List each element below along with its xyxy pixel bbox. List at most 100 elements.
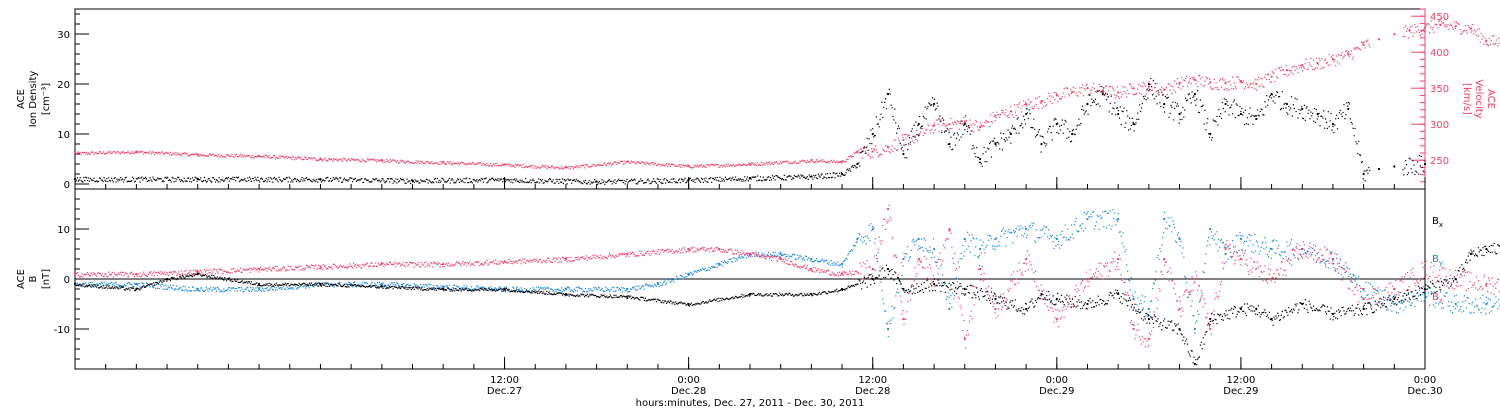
- data-sample: [212, 288, 214, 291]
- data-sample: [1240, 235, 1242, 237]
- data-sample: [848, 156, 850, 158]
- data-sample: [91, 281, 93, 283]
- data-sample: [588, 180, 590, 182]
- data-sample: [478, 179, 480, 182]
- data-sample: [210, 286, 212, 288]
- data-sample: [731, 165, 733, 167]
- data-sample: [308, 157, 310, 159]
- data-sample: [514, 178, 516, 180]
- data-sample: [249, 287, 252, 289]
- data-point: [979, 247, 982, 251]
- data-sample: [468, 288, 471, 290]
- data-sample: [514, 180, 517, 182]
- data-sample: [161, 272, 163, 274]
- data-sample: [1386, 307, 1388, 309]
- data-sample: [160, 286, 162, 288]
- data-sample: [1018, 103, 1020, 105]
- data-sample: [224, 270, 226, 272]
- data-point: [871, 227, 874, 231]
- data-sample: [131, 284, 133, 286]
- data-sample: [200, 269, 202, 271]
- data-sample: [1085, 213, 1087, 216]
- data-sample: [552, 290, 554, 292]
- data-sample: [748, 162, 750, 164]
- data-sample: [167, 274, 170, 277]
- data-sample: [1359, 154, 1361, 156]
- data-sample: [1364, 296, 1366, 299]
- data-sample: [810, 176, 812, 178]
- data-sample: [177, 152, 179, 154]
- data-sample: [532, 178, 534, 180]
- data-sample: [398, 284, 400, 286]
- data-sample: [1460, 306, 1462, 308]
- data-sample: [640, 178, 642, 180]
- data-sample: [473, 163, 475, 165]
- data-sample: [667, 181, 669, 183]
- data-sample: [290, 287, 292, 289]
- data-sample: [1137, 297, 1139, 299]
- data-sample: [355, 159, 357, 161]
- data-sample: [545, 287, 547, 290]
- data-sample: [369, 286, 371, 288]
- data-sample: [807, 178, 809, 181]
- data-sample: [1245, 240, 1248, 243]
- data-sample: [238, 270, 241, 272]
- data-sample: [321, 180, 323, 182]
- data-sample: [682, 164, 684, 166]
- data-sample: [1192, 78, 1194, 80]
- data-sample: [134, 180, 137, 182]
- data-sample: [205, 181, 207, 183]
- data-sample: [318, 178, 320, 180]
- data-sample: [771, 254, 773, 256]
- data-sample: [1168, 224, 1170, 227]
- data-sample: [86, 153, 89, 155]
- data-sample: [750, 178, 752, 180]
- data-sample: [533, 164, 535, 166]
- data-sample: [1013, 104, 1016, 106]
- data-sample: [433, 287, 436, 289]
- data-sample: [107, 152, 109, 154]
- data-sample: [919, 247, 922, 249]
- data-sample: [811, 176, 813, 178]
- data-sample: [238, 180, 241, 183]
- data-sample: [1276, 76, 1278, 78]
- data-sample: [1421, 294, 1423, 296]
- data-sample: [389, 178, 391, 180]
- data-sample: [380, 158, 382, 161]
- data-sample: [250, 290, 253, 292]
- data-sample: [392, 159, 394, 161]
- data-sample: [1291, 115, 1294, 117]
- data-sample: [354, 177, 357, 179]
- data-sample: [563, 178, 565, 181]
- data-sample: [796, 254, 798, 257]
- data-point: [1301, 107, 1304, 111]
- data-sample: [1230, 106, 1232, 108]
- data-sample: [1367, 39, 1369, 41]
- data-sample: [1405, 160, 1407, 162]
- data-sample: [987, 121, 989, 123]
- data-sample: [1070, 141, 1072, 143]
- data-sample: [213, 155, 216, 157]
- data-sample: [607, 162, 609, 165]
- data-point: [871, 150, 874, 153]
- data-sample: [705, 166, 707, 169]
- data-sample: [1100, 91, 1102, 93]
- data-sample: [1017, 106, 1019, 108]
- data-point: [1347, 53, 1350, 56]
- data-sample: [916, 130, 918, 132]
- data-sample: [827, 161, 830, 163]
- data-sample: [932, 132, 935, 134]
- data-sample: [426, 160, 428, 162]
- data-sample: [589, 183, 591, 185]
- data-sample: [684, 177, 686, 179]
- data-sample: [1206, 78, 1208, 80]
- data-sample: [1115, 114, 1117, 116]
- data-sample: [858, 162, 860, 164]
- data-sample: [1369, 169, 1371, 172]
- data-sample: [1041, 229, 1043, 231]
- data-sample: [949, 146, 951, 148]
- data-sample: [1162, 106, 1165, 109]
- data-sample: [963, 255, 965, 257]
- data-sample: [464, 182, 466, 184]
- data-sample: [1226, 100, 1228, 103]
